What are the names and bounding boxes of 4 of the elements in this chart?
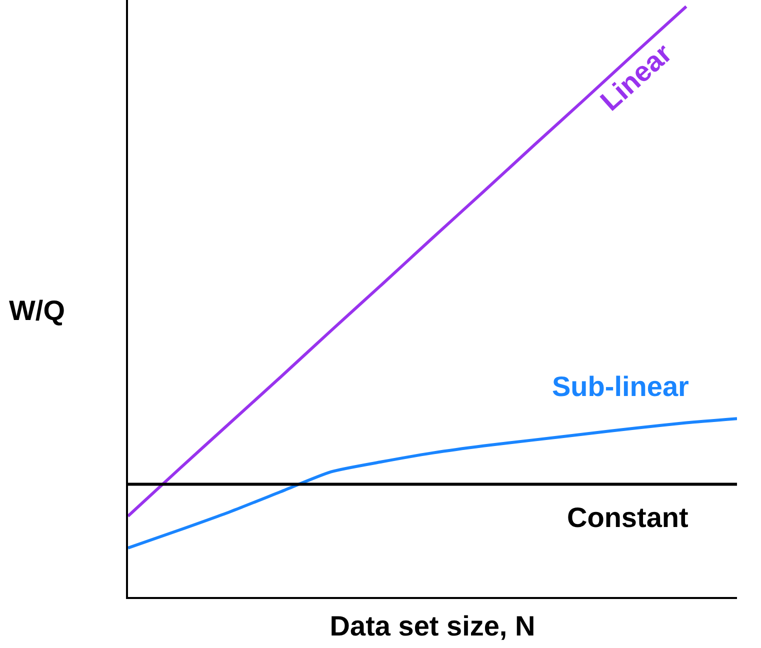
y-axis-title: W/Q [9, 295, 65, 326]
series-label: Sub-linear [552, 371, 690, 402]
x-axis-title: Data set size, N [330, 610, 536, 642]
series-label: Constant [567, 502, 688, 533]
